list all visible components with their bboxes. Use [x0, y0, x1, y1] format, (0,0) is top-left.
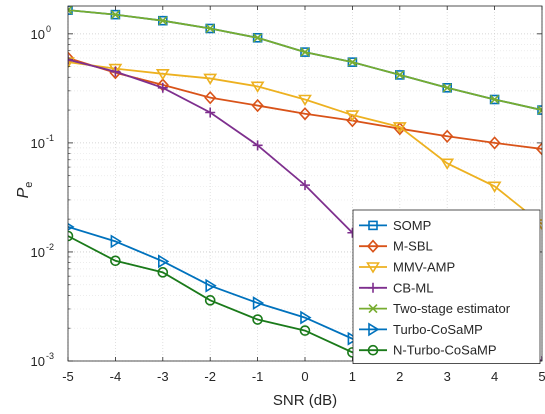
series-two-stage-estimator — [64, 6, 545, 114]
x-axis-label: SNR (dB) — [273, 392, 337, 409]
y-tick-label: 10 — [31, 27, 45, 42]
y-axis-label-main: P — [15, 187, 32, 198]
x-tick-label: -3 — [157, 369, 169, 384]
legend: SOMP M-SBL MMV-AMP CB-ML Two-stage estimator… — [353, 210, 540, 364]
y-tick-label: 10 — [31, 354, 45, 369]
data-point — [538, 393, 545, 404]
y-tick-mantissa: 10 — [31, 136, 45, 151]
x-tick-label: 0 — [301, 369, 308, 384]
y-tick-exponent: -2 — [46, 242, 54, 252]
y-tick-exponent: 0 — [46, 24, 51, 34]
legend-label: M-SBL — [393, 239, 433, 254]
legend-label: Two-stage estimator — [393, 301, 511, 316]
legend-label: MMV-AMP — [393, 260, 455, 275]
x-tick-label: 1 — [349, 369, 356, 384]
x-tick-label: 5 — [538, 369, 545, 384]
x-tick-label: -4 — [110, 369, 122, 384]
y-axis-label-subscript: e — [23, 182, 35, 188]
y-tick-mantissa: 10 — [31, 27, 45, 42]
legend-label: N-Turbo-CoSaMP — [393, 343, 497, 358]
data-point — [490, 389, 499, 398]
x-tick-label: -5 — [62, 369, 74, 384]
series-mmv-amp — [63, 58, 545, 229]
x-tick-label: -1 — [252, 369, 264, 384]
x-tick-label: 2 — [396, 369, 403, 384]
legend-box — [353, 210, 540, 364]
series-somp — [64, 6, 545, 114]
y-tick-exponent: -3 — [46, 351, 54, 361]
x-tick-label: 3 — [444, 369, 451, 384]
x-tick-label: -2 — [204, 369, 216, 384]
y-tick-mantissa: 10 — [31, 354, 45, 369]
y-tick-exponent: -1 — [46, 133, 54, 143]
data-point — [538, 402, 545, 409]
x-tick-label: 4 — [491, 369, 498, 384]
y-axis-label: Pe — [15, 182, 35, 199]
legend-label: Turbo-CoSaMP — [393, 322, 483, 337]
y-tick-mantissa: 10 — [31, 245, 45, 260]
legend-label: CB-ML — [393, 280, 433, 295]
y-tick-label: 10 — [31, 136, 45, 151]
legend-label: SOMP — [393, 218, 431, 233]
y-tick-label: 10 — [31, 245, 45, 260]
